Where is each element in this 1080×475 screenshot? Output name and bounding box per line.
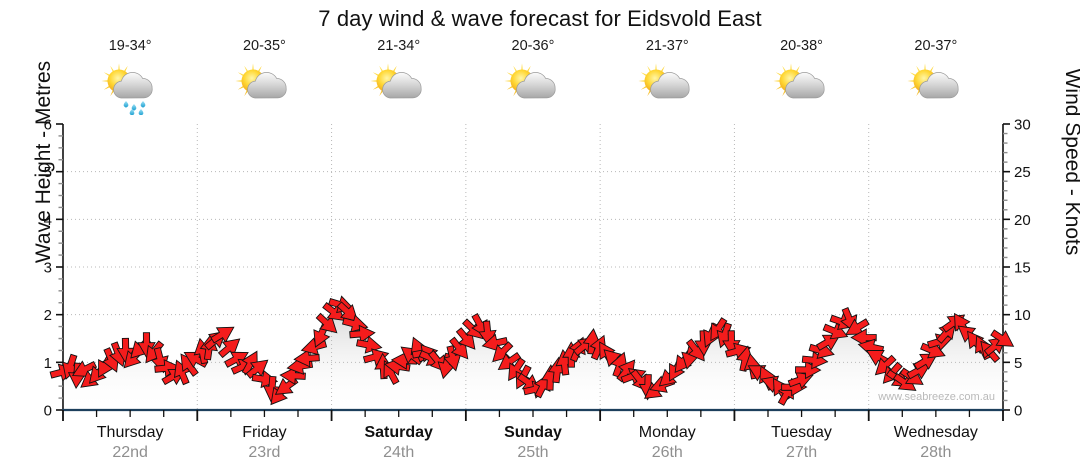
- day-footer-cell: Thursday 22nd: [63, 418, 197, 472]
- temperature-range: 20-35°: [242, 38, 286, 54]
- left-axis-tick-label: 1: [44, 355, 52, 372]
- right-axis-tick-label: 10: [1014, 307, 1031, 324]
- sun-cloud-rain-icon: [101, 63, 153, 115]
- left-axis-tick-label: 3: [44, 260, 52, 277]
- right-axis-tick-label: 0: [1014, 403, 1022, 420]
- day-date-label: 22nd: [112, 444, 148, 461]
- temperature-range: 20-37°: [914, 38, 958, 54]
- wind-direction-arrow: [355, 335, 383, 354]
- day-header-cell: 21-34°: [332, 38, 466, 120]
- day-footer-cell: Saturday 24th: [332, 418, 466, 472]
- temperature-range: 20-38°: [780, 38, 823, 54]
- temperature-range: 19-34°: [108, 38, 152, 54]
- wind-direction-arrow: [562, 341, 581, 368]
- day-footer-cell: Tuesday 27th: [734, 418, 868, 472]
- wind-direction-arrow: [471, 313, 488, 338]
- day-header-cell: 19-34°: [63, 38, 197, 120]
- day-footer-cell: Friday 23rd: [197, 418, 331, 472]
- day-header-cell: 20-36°: [466, 38, 600, 120]
- right-axis-tick-label: 25: [1014, 164, 1031, 181]
- day-date-label: 24th: [383, 444, 415, 461]
- wind-direction-arrows: [49, 295, 1015, 406]
- temperature-range: 20-36°: [511, 38, 555, 54]
- wind-direction-arrow: [815, 334, 841, 351]
- day-name-label: Saturday: [364, 424, 433, 441]
- wind-direction-arrow: [336, 301, 359, 322]
- page-title: 7 day wind & wave forecast for Eidsvold …: [318, 6, 762, 31]
- day-header-cell: 20-35°: [197, 38, 331, 120]
- day-name-label: Monday: [638, 424, 696, 441]
- day-name-label: Wednesday: [893, 424, 978, 441]
- day-header-cell: 21-37°: [600, 38, 734, 120]
- day-date-label: 25th: [517, 444, 549, 461]
- right-axis-tick-label: 20: [1014, 212, 1031, 229]
- sun-cloud-icon: [370, 63, 422, 99]
- right-axis-tick-label: 30: [1014, 117, 1031, 134]
- day-name-label: Tuesday: [771, 424, 832, 441]
- temperature-range: 21-34°: [377, 38, 421, 54]
- wind-direction-arrow: [906, 363, 932, 380]
- sun-cloud-icon: [773, 63, 825, 99]
- left-axis-tick-label: 0: [44, 403, 52, 420]
- wind-direction-arrow: [154, 359, 181, 378]
- right-axis-tick-label: 5: [1014, 355, 1022, 372]
- left-axis-tick-label: 6: [44, 117, 52, 134]
- day-name-label: Friday: [242, 424, 287, 441]
- wind-direction-arrow: [822, 322, 849, 340]
- day-date-label: 26th: [651, 444, 683, 461]
- wind-direction-arrow: [913, 353, 938, 371]
- day-name-label: Sunday: [504, 424, 562, 441]
- wind-direction-arrow: [137, 332, 156, 359]
- wind-direction-arrow: [722, 330, 741, 357]
- day-date-label: 23rd: [248, 444, 281, 461]
- day-footer-cell: Sunday 25th: [466, 418, 600, 472]
- day-header-cell: 20-37°: [869, 38, 1003, 120]
- day-date-label: 28th: [920, 444, 952, 461]
- day-date-label: 27th: [785, 444, 818, 461]
- watermark: www.seabreeze.com.au: [877, 391, 995, 403]
- day-name-label: Thursday: [96, 424, 164, 441]
- sun-cloud-icon: [907, 63, 959, 99]
- left-axis-tick-label: 4: [44, 212, 52, 229]
- day-footer-cell: Wednesday 28th: [869, 418, 1003, 472]
- day-footer-strip: Thursday 22nd Friday 23rd Saturday 24th Sunday…: [63, 418, 1003, 472]
- wind-direction-arrow: [362, 348, 390, 367]
- day-header-strip: 19-34° 20-35° 21-34° 20-36° 21-37° 20-38° 20-3…: [63, 38, 1003, 120]
- sun-cloud-icon: [504, 63, 556, 99]
- right-axis-tick-label: 15: [1014, 260, 1031, 277]
- sun-cloud-icon: [235, 63, 287, 99]
- sun-cloud-icon: [638, 63, 690, 99]
- day-footer-cell: Monday 26th: [600, 418, 734, 472]
- temperature-range: 21-37°: [645, 38, 689, 54]
- left-axis-tick-label: 5: [44, 164, 52, 181]
- wind-direction-arrow: [801, 350, 829, 370]
- left-axis-tick-label: 2: [44, 307, 52, 324]
- day-header-cell: 20-38°: [734, 38, 868, 120]
- wind-direction-arrow: [990, 329, 1015, 347]
